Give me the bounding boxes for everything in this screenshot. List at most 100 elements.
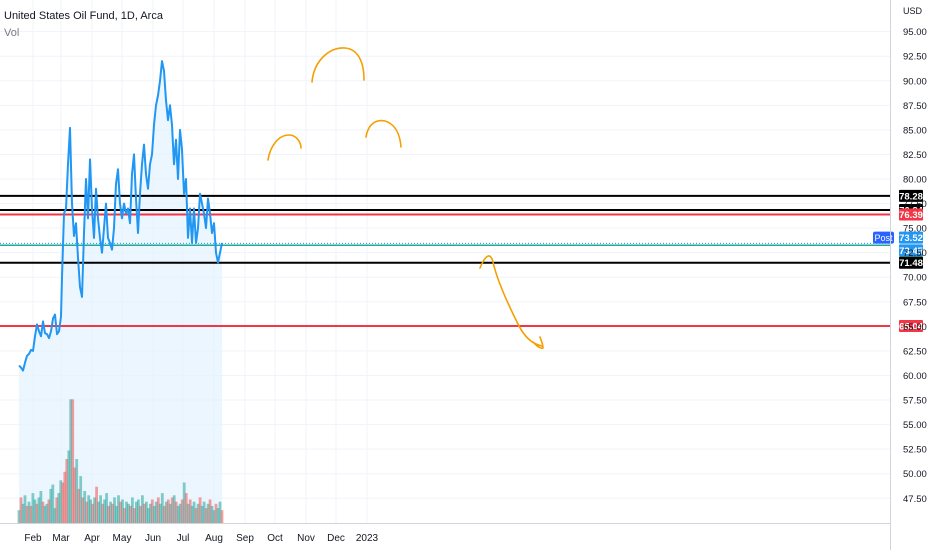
volume-bar [147,508,150,523]
volume-bar [170,497,174,523]
volume-bar [31,493,35,523]
volume-bar [83,491,87,523]
volume-bar [87,495,91,523]
x-tick-label: Aug [205,533,223,544]
volume-bar [55,497,59,523]
volume-bar [220,510,224,523]
x-tick-label: Dec [327,533,345,544]
y-tick-label: 75.00 [903,224,927,235]
volume-bar [19,497,23,523]
volume-bar [156,497,160,523]
volume-bars [17,399,224,523]
price-badge [899,208,923,221]
volume-bar [143,503,146,523]
volume-bar [216,508,220,523]
volume-bar [141,495,144,523]
price-area-fill [19,61,222,523]
y-tick-label: 95.00 [903,27,927,38]
volume-bar [53,508,57,523]
volume-bar [105,493,108,523]
volume-bar [27,501,31,523]
volume-bar [182,482,186,523]
left-shoulder-annotation [267,134,302,161]
y-tick-label: 55.00 [903,420,927,431]
volume-bar [95,486,98,523]
volume-bar [127,503,130,523]
volume-bar [168,503,172,523]
volume-bar [123,508,126,523]
y-tick-label: 82.50 [903,150,927,161]
post-badge-label[interactable]: Post [874,233,893,243]
volume-bar [61,482,65,523]
price-badge [899,244,923,257]
volume-bar [139,505,142,523]
volume-bar [188,499,192,523]
right-shoulder-annotation [365,119,402,148]
volume-bar [101,503,104,523]
y-tick-label: 62.50 [903,346,927,357]
volume-bar [131,497,134,523]
volume-bar [176,505,180,523]
price-badge [899,189,923,202]
volume-bar [37,497,41,523]
volume-bar [150,499,154,523]
volume-bar [180,499,184,523]
volume-bar [99,495,102,523]
x-tick-label: Jul [177,533,190,544]
volume-bar [174,501,178,523]
volume-bar [162,505,166,523]
y-tick-label: 72.50 [903,248,927,259]
volume-bar [25,505,29,523]
price-line[interactable] [18,60,223,372]
price-badge-label: 71.48 [899,258,923,269]
volume-bar [59,480,63,523]
volume-bar [111,503,114,523]
volume-bar [63,471,67,523]
y-tick-label: 50.00 [903,469,927,480]
symbol-title[interactable]: United States Oil Fund, 1D, Arca [4,10,163,22]
volume-bar [35,503,39,523]
post-badge[interactable] [873,231,894,244]
volume-bar [17,510,21,523]
volume-bar [218,501,222,523]
volume-bar [21,503,25,523]
volume-bar [79,476,83,523]
volume-bar [47,499,51,523]
volume-bar [85,501,89,523]
price-line-layer [18,60,223,372]
volume-bar [39,491,43,523]
y-tick-label: 70.00 [903,273,927,284]
x-tick-label: Jun [145,533,161,544]
volume-bar [149,503,152,523]
volume-label[interactable]: Vol [4,27,20,39]
volume-bar [160,493,164,523]
volume-bar [23,495,27,523]
y-tick-label: 65.00 [903,322,927,333]
y-tick-label: 52.50 [903,445,927,456]
volume-bar [178,503,182,523]
volume-bar [93,497,96,523]
volume-bar [190,505,194,523]
x-tick-label: Nov [297,533,315,544]
volume-bar [109,501,112,523]
y-tick-label: 57.50 [903,396,927,407]
chart-legend: United States Oil Fund, 1D, Arca Vol [4,8,163,42]
y-tick-label: 80.00 [903,175,927,186]
volume-bar [210,505,214,523]
price-badge [899,319,923,332]
price-levels[interactable]: 78.2876.8476.3973.52Post73.4573.2671.486… [0,189,924,333]
volume-bar [113,497,116,523]
projection-arrow-annotation [479,255,544,349]
price-badge-label: 65.04 [899,321,923,332]
x-tick-label: Sep [236,533,254,544]
head-annotation [311,47,365,83]
volume-bar [135,501,138,523]
volume-bar [145,501,148,523]
volume-bar [57,493,61,523]
y-tick-label: 87.50 [903,101,927,112]
x-tick-label: Feb [24,533,42,544]
price-area [19,61,222,523]
